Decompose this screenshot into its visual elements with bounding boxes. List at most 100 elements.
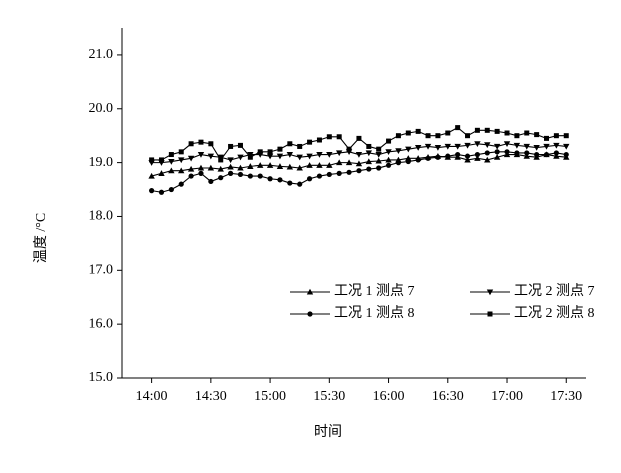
marker [523, 152, 530, 159]
marker [287, 141, 293, 147]
marker [474, 141, 481, 147]
marker [474, 151, 481, 158]
marker [524, 130, 530, 136]
marker [297, 143, 303, 149]
marker [355, 160, 363, 167]
marker [207, 164, 215, 171]
marker [326, 171, 332, 178]
marker [297, 181, 303, 187]
marker [534, 132, 540, 138]
marker [178, 167, 185, 174]
y-tick-label: 15.0 [89, 370, 114, 385]
marker [464, 156, 471, 163]
marker [187, 155, 195, 162]
marker [267, 149, 273, 155]
marker [415, 128, 421, 134]
marker [514, 150, 520, 156]
y-tick-label: 16.0 [89, 316, 114, 331]
marker [237, 171, 244, 178]
x-tick-label: 15:00 [254, 389, 286, 404]
marker [553, 142, 560, 149]
marker [356, 135, 362, 141]
marker [365, 150, 373, 157]
marker [494, 128, 500, 134]
legend-label: 工况 2 测点 8 [514, 305, 595, 321]
marker [563, 151, 569, 158]
y-tick-label: 17.0 [89, 263, 114, 278]
marker [197, 151, 205, 158]
marker [405, 146, 412, 153]
marker [553, 152, 560, 159]
marker [336, 170, 342, 176]
marker [503, 141, 511, 147]
marker [465, 133, 471, 139]
marker [217, 165, 224, 172]
marker [494, 149, 500, 155]
marker [405, 155, 412, 161]
marker [385, 149, 392, 156]
marker [228, 143, 234, 149]
marker [365, 158, 373, 165]
marker [385, 156, 392, 163]
marker [445, 153, 451, 159]
marker [316, 162, 323, 168]
marker [326, 151, 333, 158]
marker [286, 151, 294, 158]
y-tick-label: 21.0 [89, 47, 114, 62]
marker [493, 143, 501, 150]
marker [227, 170, 234, 176]
marker [178, 149, 184, 155]
marker [395, 133, 401, 139]
marker [187, 165, 195, 172]
marker [197, 164, 205, 171]
marker [218, 175, 224, 181]
marker [563, 133, 569, 139]
marker [227, 157, 234, 164]
marker [366, 143, 372, 149]
marker [158, 170, 165, 176]
marker [227, 163, 234, 170]
marker [434, 144, 442, 151]
marker [207, 153, 215, 160]
marker [326, 134, 332, 140]
marker [376, 165, 382, 171]
marker [455, 151, 461, 158]
marker [168, 152, 174, 158]
marker [267, 176, 273, 182]
marker [178, 181, 184, 187]
legend-marker [487, 311, 493, 317]
marker [524, 150, 530, 156]
marker [484, 142, 491, 149]
marker [543, 151, 550, 158]
marker [266, 162, 274, 168]
x-tick-label: 17:00 [491, 389, 523, 404]
marker [266, 153, 274, 160]
marker [287, 180, 293, 186]
marker [444, 143, 451, 150]
marker [553, 150, 559, 156]
marker [464, 142, 471, 149]
marker [474, 155, 481, 161]
marker [464, 153, 471, 159]
marker [149, 188, 155, 194]
marker [277, 146, 283, 152]
marker [168, 186, 174, 193]
marker [345, 159, 353, 166]
marker [376, 146, 382, 152]
marker [306, 153, 313, 160]
marker [257, 162, 264, 168]
marker [276, 153, 284, 160]
x-tick-label: 16:30 [432, 389, 464, 404]
marker [316, 151, 323, 158]
marker [513, 142, 521, 149]
marker [208, 141, 214, 147]
marker [474, 127, 480, 133]
marker [336, 134, 342, 140]
marker [405, 130, 411, 136]
marker [277, 177, 283, 183]
marker [375, 151, 382, 158]
marker [346, 169, 352, 175]
marker [346, 146, 352, 152]
